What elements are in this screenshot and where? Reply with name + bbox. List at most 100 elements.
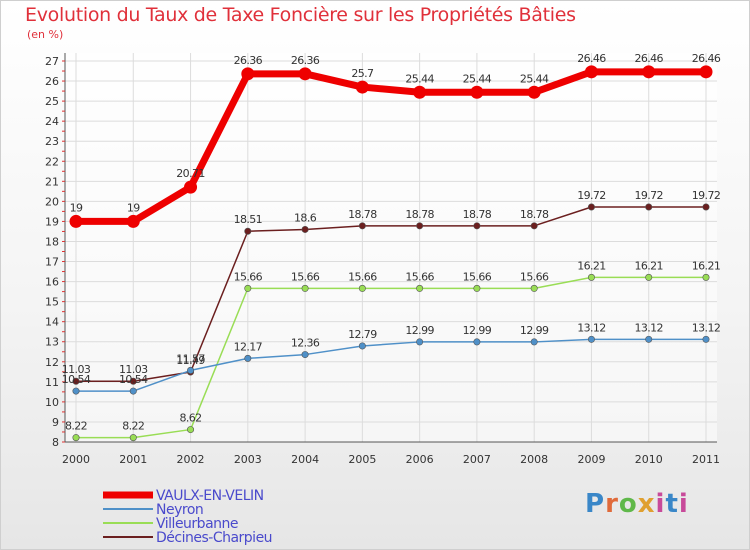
- y-tick-label-14: 14: [45, 316, 59, 329]
- y-tick-label-12: 12: [45, 356, 59, 369]
- data-label-Décines-Charpieu-2008: 18.78: [520, 208, 549, 221]
- y-tick-label-26: 26: [45, 75, 59, 88]
- data-label-VAULX-EN-VELIN-2001: 19: [127, 201, 140, 214]
- data-label-Neyron-2007: 12.99: [463, 324, 492, 337]
- data-point-Neyron-2001: [129, 387, 137, 395]
- data-point-Villeurbanne-2005: [358, 284, 366, 292]
- y-tick-label-10: 10: [45, 396, 59, 409]
- data-label-Décines-Charpieu-2005: 18.78: [348, 208, 377, 221]
- data-point-Décines-Charpieu-2005: [358, 222, 366, 230]
- x-tick-label-2002: 2002: [177, 453, 205, 466]
- data-label-Décines-Charpieu-2000: 11.03: [62, 363, 91, 376]
- data-label-Décines-Charpieu-2009: 19.72: [577, 189, 606, 202]
- data-point-VAULX-EN-VELIN-2007: [470, 85, 484, 99]
- chart-title: Evolution du Taux de Taxe Foncière sur l…: [25, 4, 576, 26]
- x-tick-label-2007: 2007: [463, 453, 491, 466]
- legend-label-Villeurbanne: Villeurbanne: [156, 516, 238, 532]
- y-tick-label-22: 22: [45, 155, 59, 168]
- x-tick-label-2001: 2001: [119, 453, 147, 466]
- data-point-Décines-Charpieu-2004: [301, 225, 309, 233]
- data-label-Décines-Charpieu-2004: 18.6: [294, 211, 317, 224]
- data-label-VAULX-EN-VELIN-2000: 19: [70, 201, 83, 214]
- data-point-VAULX-EN-VELIN-2011: [699, 65, 713, 79]
- y-tick-label-18: 18: [45, 235, 59, 248]
- x-tick-label-2010: 2010: [635, 453, 663, 466]
- data-point-Villeurbanne-2011: [702, 273, 710, 281]
- data-label-Neyron-2000: 10.54: [62, 373, 91, 386]
- data-label-VAULX-EN-VELIN-2007: 25.44: [463, 72, 492, 85]
- legend-label-Neyron: Neyron: [156, 502, 203, 518]
- data-point-Villeurbanne-2008: [530, 284, 538, 292]
- data-label-Décines-Charpieu-2010: 19.72: [634, 189, 663, 202]
- data-label-Villeurbanne-2011: 16.21: [692, 259, 721, 272]
- data-label-VAULX-EN-VELIN-2002: 20.71: [176, 167, 205, 180]
- data-label-VAULX-EN-VELIN-2010: 26.46: [634, 52, 663, 65]
- data-label-Neyron-2010: 13.12: [634, 321, 663, 334]
- data-point-Villeurbanne-2010: [645, 273, 653, 281]
- data-label-Villeurbanne-2004: 15.66: [291, 270, 320, 283]
- y-tick-label-20: 20: [45, 195, 59, 208]
- data-point-Neyron-2003: [244, 354, 252, 362]
- data-point-Villeurbanne-2007: [473, 284, 481, 292]
- data-label-Décines-Charpieu-2006: 18.78: [405, 208, 434, 221]
- data-label-Neyron-2002: 11.57: [176, 352, 205, 365]
- data-point-Décines-Charpieu-2006: [416, 222, 424, 230]
- data-label-Neyron-2009: 13.12: [577, 321, 606, 334]
- data-label-VAULX-EN-VELIN-2006: 25.44: [405, 72, 434, 85]
- data-label-Décines-Charpieu-2011: 19.72: [692, 189, 721, 202]
- series-line-VAULX-EN-VELIN: [76, 68, 706, 225]
- data-point-VAULX-EN-VELIN-2010: [642, 65, 656, 79]
- y-tick-label-21: 21: [45, 175, 59, 188]
- x-tick-label-2000: 2000: [62, 453, 90, 466]
- data-label-Villeurbanne-2005: 15.66: [348, 270, 377, 283]
- legend-label-VAULX-EN-VELIN: VAULX-EN-VELIN: [156, 488, 264, 504]
- data-point-Neyron-2000: [72, 387, 80, 395]
- y-tick-label-27: 27: [45, 55, 59, 68]
- y-tick-label-11: 11: [45, 376, 59, 389]
- data-point-Neyron-2009: [587, 335, 595, 343]
- data-label-Décines-Charpieu-2003: 18.51: [234, 213, 263, 226]
- data-point-Décines-Charpieu-2000: [72, 377, 80, 385]
- x-tick-label-2004: 2004: [291, 453, 319, 466]
- data-label-Villeurbanne-2010: 16.21: [634, 259, 663, 272]
- data-point-VAULX-EN-VELIN-2001: [126, 214, 140, 228]
- data-point-Décines-Charpieu-2010: [645, 203, 653, 211]
- data-point-Décines-Charpieu-2001: [129, 377, 137, 385]
- data-point-Neyron-2006: [416, 338, 424, 346]
- data-point-VAULX-EN-VELIN-2004: [298, 67, 312, 81]
- data-label-Neyron-2006: 12.99: [405, 324, 434, 337]
- data-point-Neyron-2002: [187, 366, 195, 374]
- data-point-VAULX-EN-VELIN-2006: [413, 85, 427, 99]
- data-label-Villeurbanne-2003: 15.66: [234, 270, 263, 283]
- x-tick-label-2005: 2005: [348, 453, 376, 466]
- y-tick-label-15: 15: [45, 296, 59, 309]
- data-label-Neyron-2003: 12.17: [234, 340, 263, 353]
- data-point-Neyron-2008: [530, 338, 538, 346]
- data-point-VAULX-EN-VELIN-2000: [69, 214, 83, 228]
- data-point-VAULX-EN-VELIN-2002: [184, 180, 198, 194]
- y-tick-label-9: 9: [52, 416, 59, 429]
- data-label-Neyron-2001: 10.54: [119, 373, 148, 386]
- data-point-Neyron-2005: [358, 342, 366, 350]
- data-point-Villeurbanne-2001: [129, 434, 137, 442]
- plot-area: [65, 53, 717, 442]
- x-tick-label-2006: 2006: [406, 453, 434, 466]
- data-point-Neyron-2011: [702, 335, 710, 343]
- data-label-Villeurbanne-2008: 15.66: [520, 270, 549, 283]
- y-tick-label-19: 19: [45, 215, 59, 228]
- data-label-VAULX-EN-VELIN-2003: 26.36: [234, 54, 263, 67]
- data-point-VAULX-EN-VELIN-2009: [584, 65, 598, 79]
- data-point-VAULX-EN-VELIN-2005: [355, 80, 369, 94]
- data-point-VAULX-EN-VELIN-2003: [241, 67, 255, 81]
- data-point-Villeurbanne-2004: [301, 284, 309, 292]
- data-point-Villeurbanne-2006: [416, 284, 424, 292]
- x-tick-label-2003: 2003: [234, 453, 262, 466]
- data-point-Neyron-2004: [301, 351, 309, 359]
- data-point-VAULX-EN-VELIN-2008: [527, 85, 541, 99]
- proxiti-logo: Proxiti: [585, 489, 689, 519]
- y-tick-label-13: 13: [45, 336, 59, 349]
- data-label-Neyron-2005: 12.79: [348, 328, 377, 341]
- data-label-Neyron-2004: 12.36: [291, 337, 320, 350]
